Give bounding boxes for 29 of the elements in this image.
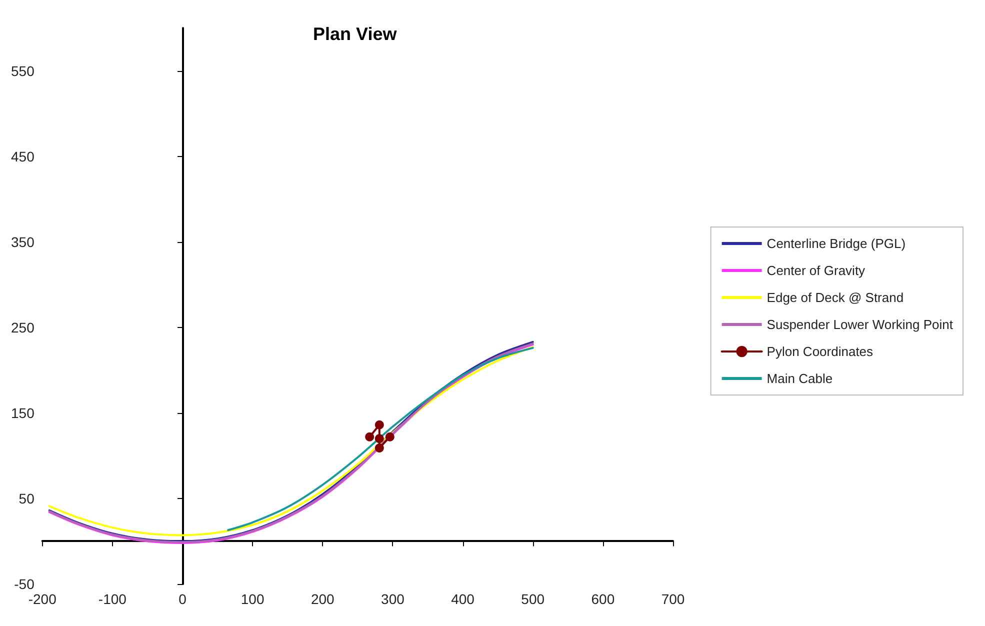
point (374, 443, 384, 452)
legend-label: Main Cable (766, 371, 833, 386)
y-tick-label: 350 (11, 234, 35, 250)
x-tick-label: -200 (28, 591, 57, 607)
chart-title: Plan View (313, 24, 398, 44)
y-tick-label: 250 (11, 319, 35, 336)
line-series (227, 346, 534, 532)
point (374, 420, 384, 430)
legend-label: Suspender Lower Working Point (766, 317, 954, 332)
x-tick-label: 0 (178, 591, 187, 607)
legend-label: Center of Gravity (766, 263, 866, 278)
y-tick-label: 150 (11, 404, 35, 421)
legend-label: Pylon Coordinates (766, 344, 874, 359)
x-tick-label: 100 (240, 591, 264, 607)
x-tick-label: 500 (521, 591, 545, 607)
y-tick-label: 50 (18, 490, 35, 506)
legend-label: Centerline Bridge (PGL) (766, 236, 906, 251)
x-tick-label: 700 (661, 591, 685, 607)
y-tick-label: 550 (11, 62, 35, 79)
y-tick-label: 450 (11, 148, 35, 164)
x-tick-label: -100 (98, 591, 127, 607)
point (385, 432, 394, 442)
x-tick-label: 600 (591, 591, 615, 607)
x-tick-label: 400 (451, 591, 475, 607)
y-tick-label: -50 (14, 576, 35, 592)
legend-label: Edge of Deck @ Strand (766, 290, 904, 305)
x-tick-label: 300 (381, 591, 405, 607)
point (365, 432, 374, 442)
x-tick-label: 200 (310, 591, 335, 607)
